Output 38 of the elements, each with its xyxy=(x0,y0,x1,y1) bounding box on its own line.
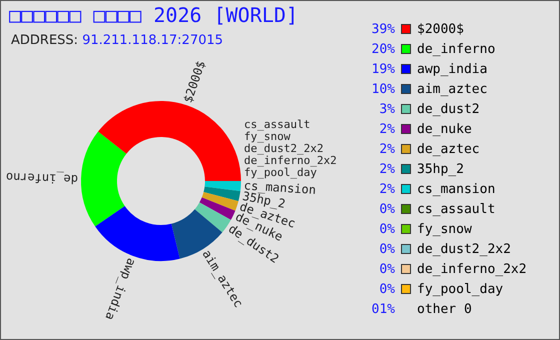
chart-title: □□□□□□ □□□□ 2026 [WORLD] xyxy=(9,3,298,27)
category-label: fy_pool_day xyxy=(244,166,317,179)
legend-label: de_dust2_2x2 xyxy=(417,242,511,256)
text: other 0 xyxy=(417,302,472,316)
slice-label: de_inferno xyxy=(6,170,78,186)
legend-label: cs_mansion xyxy=(417,182,496,196)
text: 39% xyxy=(370,22,395,36)
legend-label: awp_india xyxy=(417,62,488,76)
text: 3% xyxy=(378,102,395,116)
legend-label: aim_aztec xyxy=(417,82,488,96)
legend-label: cs_assault xyxy=(417,202,496,216)
text: 2% xyxy=(378,122,395,136)
text: 01% xyxy=(370,302,395,316)
text: 2% xyxy=(378,162,395,176)
text: 20% xyxy=(370,42,395,56)
category-label: de_inferno_2x2 xyxy=(244,154,337,167)
legend-label: 35hp_2 xyxy=(417,162,464,176)
text: 0% xyxy=(378,222,395,236)
text: 19% xyxy=(370,62,395,76)
text: 0% xyxy=(378,282,395,296)
text: 0% xyxy=(378,242,395,256)
legend-label: fy_pool_day xyxy=(417,282,504,296)
legend-label: $2000$ xyxy=(417,22,464,36)
legend-label: fy_snow xyxy=(417,222,472,236)
text: ADDRESS: 91.211.118.17:27015 xyxy=(11,33,224,48)
category-label: cs_assault xyxy=(244,118,310,131)
legend-label: de_aztec xyxy=(417,142,480,156)
legend-label: de_dust2 xyxy=(417,102,480,116)
text: 2% xyxy=(378,182,395,196)
text: 0% xyxy=(378,262,395,276)
text: 2% xyxy=(378,142,395,156)
category-label: fy_snow xyxy=(244,130,290,143)
text: 10% xyxy=(370,82,395,96)
legend-label: de_inferno_2x2 xyxy=(417,262,527,276)
category-label: de_dust2_2x2 xyxy=(244,142,324,155)
legend-label: de_inferno xyxy=(417,42,496,56)
text: 0% xyxy=(378,202,395,216)
legend-label: de_nuke xyxy=(417,122,472,136)
